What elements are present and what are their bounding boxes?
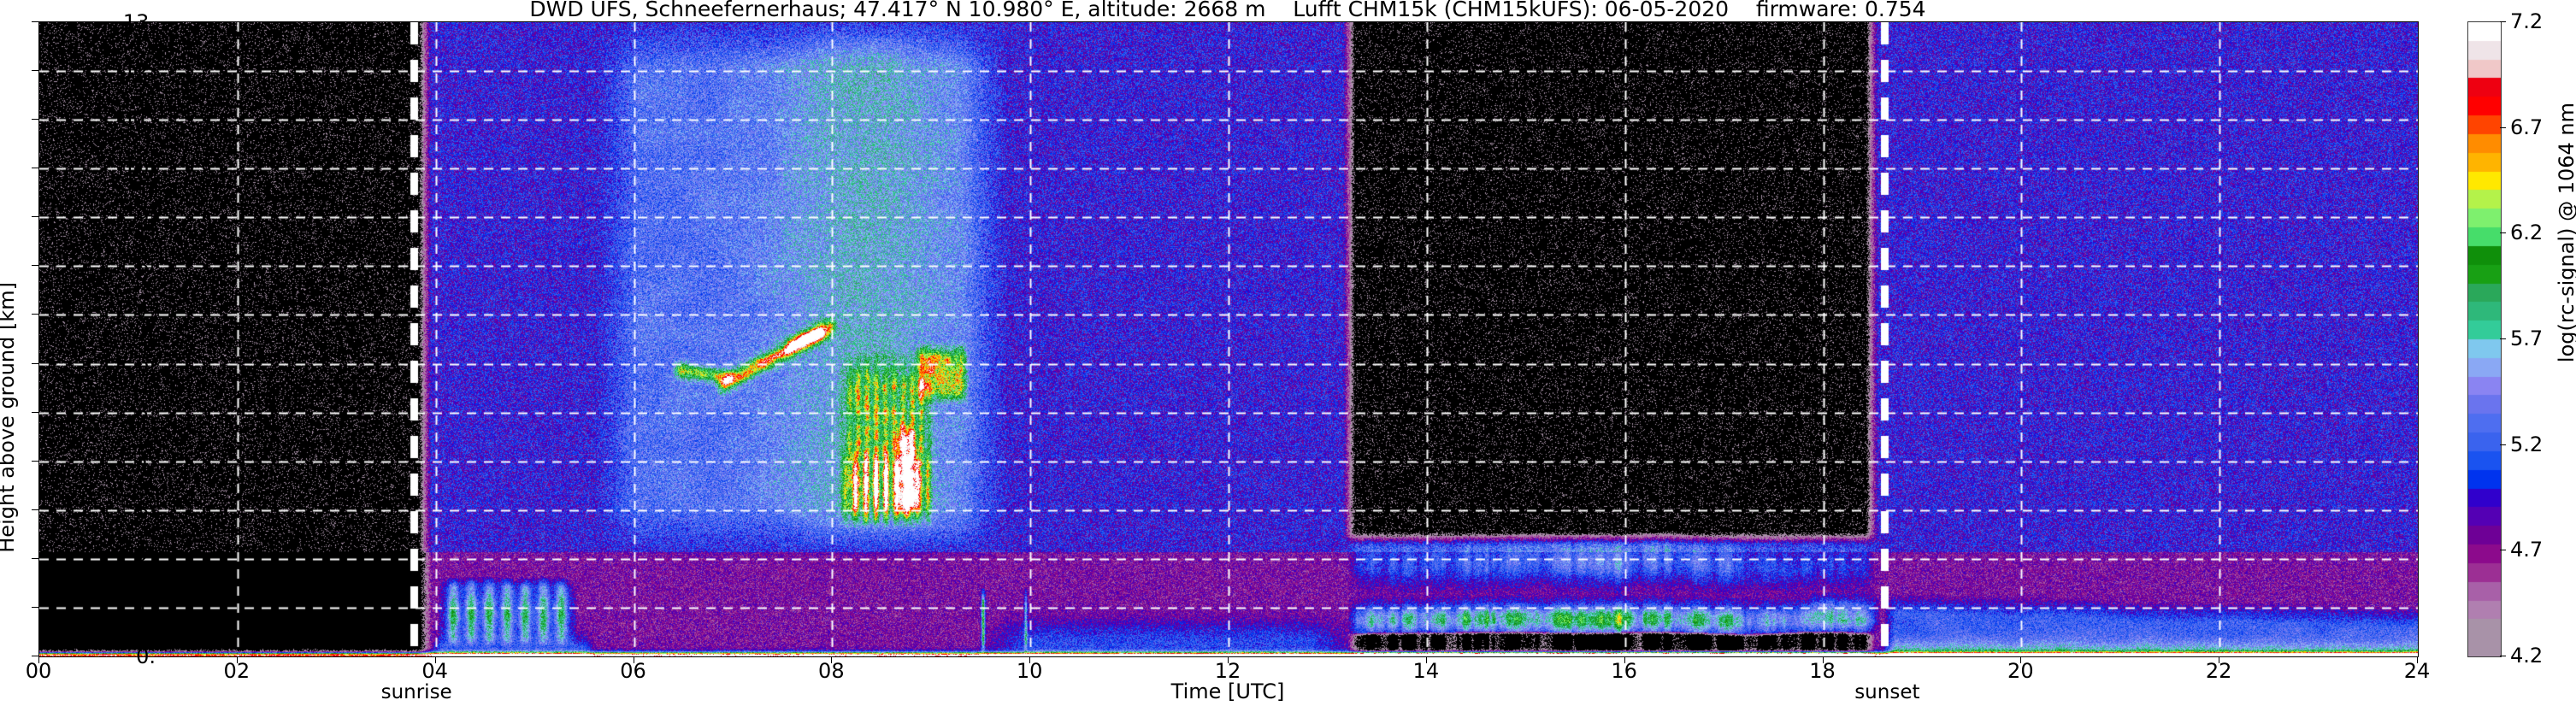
y-tick-label: 3.: [136, 497, 156, 522]
y-tick-label: 11.: [122, 108, 156, 132]
colorbar-tick-label: 5.2: [2510, 432, 2544, 456]
y-tick-mark: [32, 460, 38, 462]
x-tick-label: 12: [1214, 659, 1241, 683]
x-tick-label: 06: [620, 659, 646, 683]
colorbar-tick-mark: [2500, 338, 2506, 339]
x-tick-label: 08: [818, 659, 845, 683]
y-tick-label: 5.: [136, 400, 156, 425]
x-tick-label: 18: [1809, 659, 1836, 683]
y-tick-label: 0.: [136, 644, 156, 668]
y-tick-mark: [32, 119, 38, 121]
y-tick-mark: [32, 557, 38, 559]
y-tick-label: 4.: [136, 449, 156, 474]
x-tick-label: 24: [2403, 659, 2431, 683]
y-tick-mark: [32, 411, 38, 413]
event-label-sunrise: sunrise: [380, 681, 452, 703]
colorbar-tick-label: 6.2: [2510, 221, 2544, 245]
y-tick-label: 2.: [136, 546, 156, 571]
colorbar-tick-mark: [2500, 232, 2506, 234]
colorbar-tick-label: 7.2: [2510, 9, 2544, 33]
colorbar-tick-label: 4.7: [2510, 538, 2544, 562]
x-tick-label: 20: [2007, 659, 2034, 683]
plot-axes[interactable]: [38, 21, 2419, 657]
y-tick-mark: [32, 70, 38, 72]
y-axis-label: Height above ground [km]: [0, 282, 19, 553]
y-tick-mark: [32, 314, 38, 315]
colorbar-gradient: [2467, 21, 2502, 657]
colorbar[interactable]: 4.2 4.7 5.2 5.7 6.2 6.7 7.2: [2467, 9, 2543, 668]
y-tick-label: 13.: [122, 10, 156, 34]
x-tick-mark: [1029, 656, 1031, 663]
y-tick-label: 8.: [136, 254, 156, 279]
y-tick-label: 12.: [122, 59, 156, 84]
x-axis-label: Time [UTC]: [1170, 680, 1285, 703]
colorbar-label: log(rc-signal) @ 1064 nm: [2555, 103, 2576, 363]
event-label-sunset: sunset: [1854, 681, 1920, 703]
y-tick-label: 6.: [136, 351, 156, 376]
colorbar-tick-mark: [2500, 21, 2506, 22]
colorbar-tick-label: 4.2: [2510, 644, 2544, 668]
colorbar-tick-mark: [2500, 126, 2506, 128]
x-tick-mark: [434, 656, 436, 663]
y-tick-mark: [32, 362, 38, 364]
backscatter-heatmap[interactable]: [39, 22, 2418, 656]
y-tick-label: 7.: [136, 303, 156, 327]
y-tick-label: 9.: [136, 205, 156, 230]
x-tick-label: 02: [223, 659, 251, 683]
colorbar-tick-label: 6.7: [2510, 115, 2544, 139]
y-tick-label: 1.: [136, 595, 156, 620]
x-tick-mark: [2417, 656, 2418, 663]
x-tick-mark: [1624, 656, 1625, 663]
x-tick-label: 00: [25, 659, 52, 683]
x-tick-label: 10: [1016, 659, 1043, 683]
y-tick-mark: [32, 21, 38, 22]
x-tick-mark: [1425, 656, 1427, 663]
y-tick-mark: [32, 216, 38, 218]
x-tick-mark: [1228, 656, 1229, 663]
x-tick-mark: [236, 656, 238, 663]
y-tick-mark: [32, 265, 38, 267]
x-tick-label: 22: [2205, 659, 2232, 683]
x-tick-mark: [1822, 656, 1824, 663]
y-tick-mark: [32, 509, 38, 510]
y-tick-label: 10.: [122, 156, 156, 181]
page-title: DWD UFS, Schneefernerhaus; 47.417° N 10.…: [529, 0, 1926, 21]
x-tick-mark: [2020, 656, 2022, 663]
colorbar-tick-mark: [2500, 444, 2506, 445]
y-tick-mark: [32, 606, 38, 608]
colorbar-tick-label: 5.7: [2510, 327, 2544, 350]
x-tick-label: 04: [421, 659, 448, 683]
x-tick-label: 16: [1611, 659, 1637, 683]
x-tick-mark: [831, 656, 833, 663]
x-tick-label: 14: [1412, 659, 1440, 683]
x-tick-mark: [38, 656, 39, 663]
